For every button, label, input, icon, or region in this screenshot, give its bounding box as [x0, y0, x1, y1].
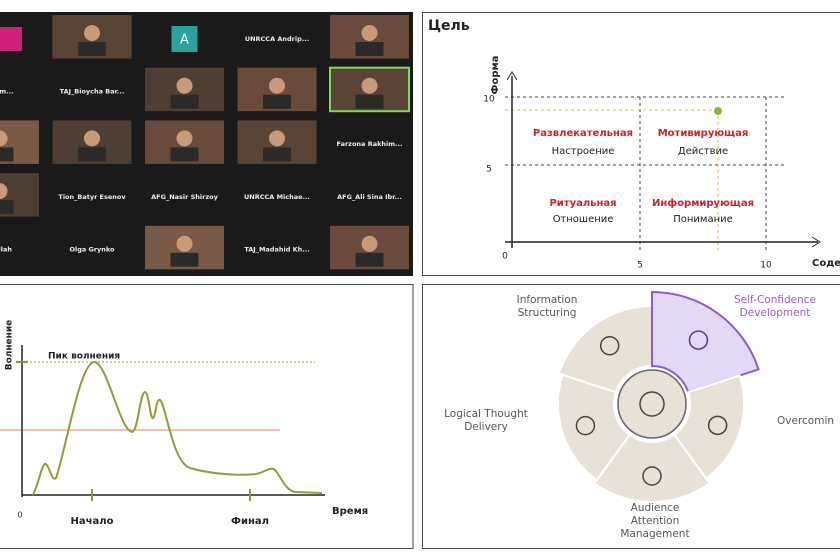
wheel-segment: [557, 304, 653, 394]
wheel-segment: [651, 290, 760, 394]
quadrant-panel: Цель Форма Содер 0 5 10 10 5 Развлекател…: [422, 12, 840, 276]
segment-label: Self-Confidence: [734, 294, 816, 306]
participant-body: [170, 94, 199, 109]
marker-point: [714, 107, 722, 115]
curve-panel: Волнение Пик волнения 0 Начало Финал Вре…: [0, 284, 414, 549]
participant-body: [355, 42, 384, 56]
participant-head: [84, 25, 100, 41]
segment-icon: [642, 466, 662, 486]
avatar-letter: A: [180, 33, 189, 48]
end-label: Финал: [231, 516, 269, 527]
participant-body: [355, 252, 384, 267]
participant-name: TAJ_Madahid Kh...: [244, 246, 309, 254]
participant-head: [0, 183, 8, 200]
peak-label: Пик волнения: [48, 352, 120, 362]
segment-label: Logical Thought: [444, 408, 528, 420]
quadrant-title: Цель: [428, 18, 470, 34]
segment-label: Attention: [631, 515, 679, 527]
arrow: [811, 236, 821, 248]
center-icon: [639, 391, 665, 417]
participant-head: [361, 235, 378, 252]
segment-label: Overcomin: [777, 415, 834, 427]
participant-head: [269, 130, 285, 147]
x-axis-label: Время: [332, 506, 368, 517]
participant-body: [170, 147, 199, 162]
participant-body: [355, 94, 384, 109]
x-tick-label: 5: [637, 261, 643, 271]
participant-name: AFG_Ali Sina Ibr...: [337, 193, 402, 201]
quadrant-cell-subtitle: Настроение: [552, 146, 615, 157]
x-axis-label: Содер: [812, 258, 840, 269]
segment-label: Audience: [631, 502, 680, 514]
participant-name: kerim...: [0, 87, 14, 95]
participant-body: [0, 200, 14, 215]
quadrant-cell-title: Информирующая: [652, 197, 754, 209]
participant-body: [170, 252, 199, 267]
quadrant-cell-title: Ритуальная: [549, 198, 616, 209]
wheel-center: [617, 369, 687, 439]
participant-head: [361, 25, 378, 41]
participant-head: [361, 77, 378, 94]
participant-head: [84, 130, 100, 147]
grid: [505, 96, 785, 250]
participant-name: Tion_Batyr Esenov: [58, 193, 126, 201]
segment-icon: [599, 336, 620, 356]
avatar-tile: [0, 27, 22, 51]
participant-name: UNRCCA Michae...: [244, 193, 310, 201]
segment-label: Development: [740, 307, 811, 319]
segment-icon: [575, 415, 596, 436]
quadrant-cell-subtitle: Действие: [678, 146, 728, 157]
x-tick-label: 10: [760, 261, 772, 271]
participant-name: ibullah: [0, 246, 12, 254]
participant-name: Olga Grynko: [69, 246, 115, 254]
participant-body: [0, 147, 14, 162]
participant-head: [176, 77, 193, 94]
participant-name: AFG_Nasir Shirzoy: [151, 193, 218, 201]
y-tick-label: 5: [486, 165, 492, 175]
quadrant-cell-title: Развлекательная: [533, 128, 633, 139]
quadrant-cell-subtitle: Понимание: [673, 214, 733, 225]
segment-icon: [688, 330, 709, 350]
panel-border: [0, 284, 414, 549]
excitement-curve: [32, 361, 323, 496]
participant-body: [78, 42, 106, 56]
participant-name: TAJ_Bioycha Bar...: [60, 87, 125, 95]
segment-label: Delivery: [464, 421, 508, 433]
participant-body: [263, 94, 291, 109]
panel-border: [422, 12, 840, 276]
segment-icon: [707, 415, 728, 436]
participant-name: Farzona Rakhim...: [337, 140, 403, 148]
segment-label: Management: [620, 528, 689, 540]
quadrant-cell-subtitle: Отношение: [553, 214, 614, 225]
segment-label: Information: [517, 294, 578, 306]
avatar-tile: [171, 26, 198, 52]
quadrant-cell-title: Мотивирующая: [658, 128, 749, 139]
participant-head: [176, 130, 193, 147]
participant-name: UNRCCA Andrip...: [245, 35, 309, 43]
y-axis-label: Волнение: [5, 320, 15, 371]
participant-head: [269, 77, 285, 94]
participant-head: [176, 235, 193, 252]
video-call-panel: A UNRCCA Andrip... kerim... TAJ_Bioycha Bar…: [0, 12, 413, 276]
participant-head: [0, 130, 8, 147]
participant-body: [263, 147, 291, 162]
origin-label: 0: [502, 252, 508, 262]
segment-label: Structuring: [518, 307, 577, 319]
origin-label: 0: [17, 511, 22, 520]
y-axis-label: Форма: [490, 56, 501, 95]
y-tick-label: 10: [483, 95, 495, 105]
arrow: [506, 71, 518, 81]
start-label: Начало: [71, 516, 114, 527]
participant-body: [78, 147, 106, 162]
wheel-segment: [592, 433, 712, 503]
